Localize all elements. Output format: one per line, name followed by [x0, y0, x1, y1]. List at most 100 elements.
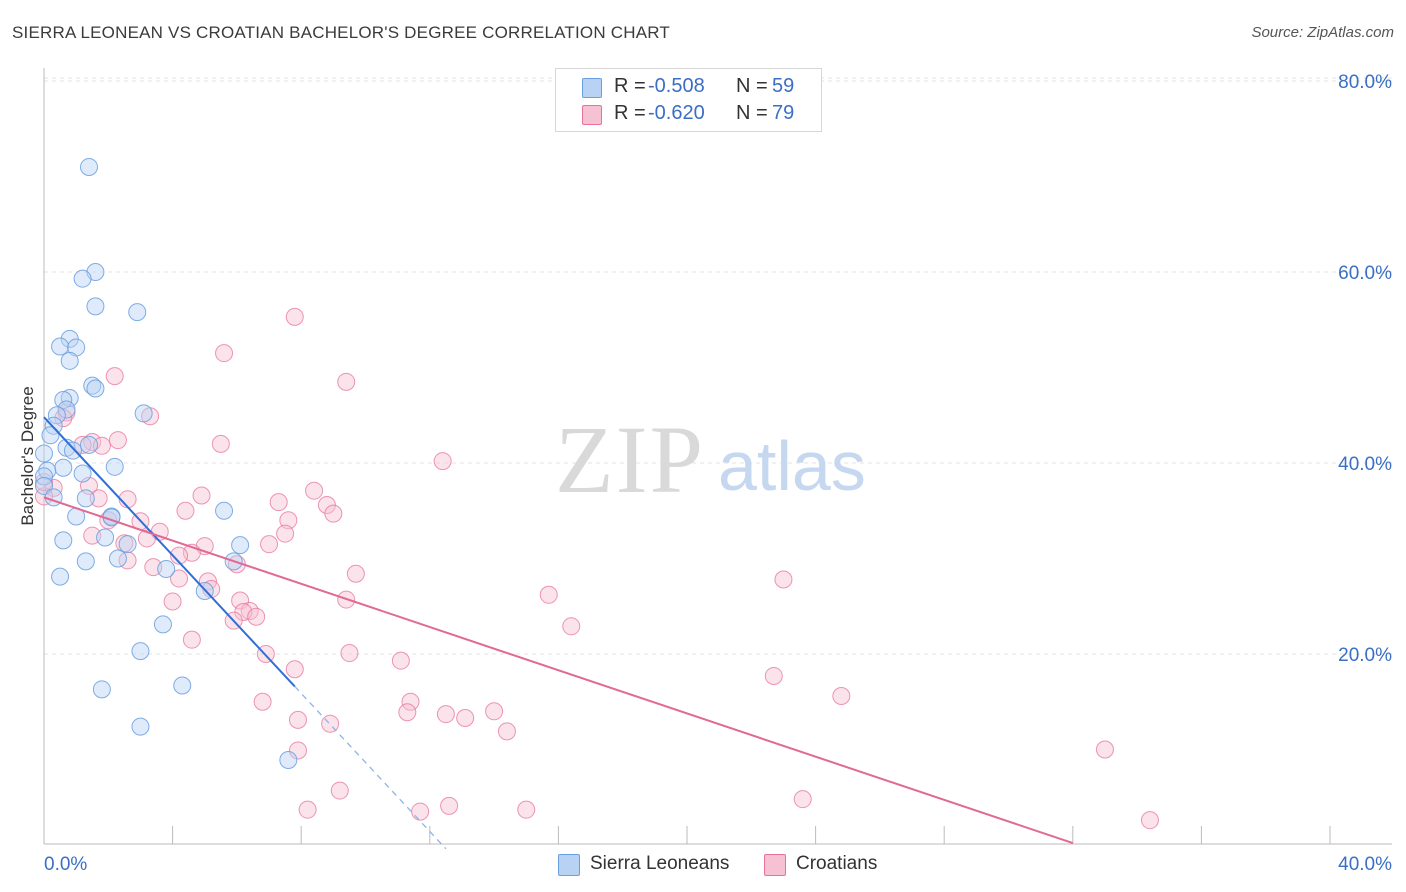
- legend-r-label: R =: [614, 102, 646, 124]
- data-point-croatians: [285, 307, 304, 326]
- x-tick-label: 0.0%: [44, 854, 87, 875]
- data-point-croatians: [35, 473, 53, 492]
- data-point-croatians: [832, 687, 851, 706]
- data-point-sierra-leoneans: [57, 400, 76, 419]
- data-point-sierra-leoneans: [38, 461, 57, 480]
- y-axis-label: Bachelor's Degree: [18, 386, 37, 526]
- trend-line-croatians: [43, 496, 1074, 845]
- data-point-sierra-leoneans: [35, 476, 53, 495]
- data-point-croatians: [288, 710, 307, 729]
- data-point-croatians: [105, 367, 124, 386]
- legend-n-label: N =: [736, 75, 768, 97]
- data-point-sierra-leoneans: [157, 560, 176, 579]
- data-point-croatians: [456, 708, 475, 727]
- data-point-croatians: [330, 781, 349, 800]
- trend-line-sierra-leoneans-extension: [294, 686, 447, 850]
- data-point-croatians: [398, 703, 417, 722]
- data-point-croatians: [247, 607, 266, 626]
- data-point-croatians: [793, 790, 812, 809]
- data-point-sierra-leoneans: [73, 464, 92, 483]
- data-point-croatians: [497, 722, 516, 741]
- data-point-sierra-leoneans: [60, 389, 79, 408]
- data-point-croatians: [1140, 811, 1159, 830]
- data-point-sierra-leoneans: [231, 536, 250, 555]
- data-point-croatians: [170, 546, 189, 565]
- data-point-croatians: [305, 481, 324, 500]
- data-point-sierra-leoneans: [128, 303, 147, 322]
- data-point-croatians: [391, 651, 410, 670]
- data-point-croatians: [324, 504, 343, 523]
- data-point-sierra-leoneans: [105, 457, 124, 476]
- data-point-croatians: [411, 802, 430, 821]
- data-point-sierra-leoneans: [76, 489, 95, 508]
- data-point-sierra-leoneans: [60, 351, 79, 370]
- data-point-croatians: [485, 702, 504, 721]
- data-point-sierra-leoneans: [118, 535, 137, 554]
- data-point-sierra-leoneans: [134, 404, 153, 423]
- data-point-sierra-leoneans: [35, 467, 53, 486]
- trend-lines: [43, 416, 1074, 850]
- y-tick-label: 40.0%: [1338, 454, 1392, 475]
- data-point-sierra-leoneans: [279, 751, 298, 770]
- data-point-sierra-leoneans: [131, 717, 150, 736]
- data-point-croatians: [340, 644, 359, 663]
- data-point-sierra-leoneans: [96, 528, 115, 547]
- data-point-croatians: [433, 452, 452, 471]
- legend-label: Croatians: [796, 853, 878, 874]
- data-point-sierra-leoneans: [51, 567, 70, 586]
- data-point-sierra-leoneans: [51, 337, 70, 356]
- data-point-croatians: [1095, 740, 1114, 759]
- data-point-croatians: [562, 617, 581, 636]
- data-point-sierra-leoneans: [86, 297, 105, 316]
- x-tick-label: 40.0%: [1338, 854, 1392, 875]
- tick-labels: 20.0% 40.0% 60.0% 80.0% 0.0% 40.0%: [44, 72, 1392, 875]
- data-point-sierra-leoneans: [73, 269, 92, 288]
- data-point-sierra-leoneans: [153, 615, 172, 634]
- watermark-atlas: atlas: [718, 427, 866, 505]
- data-point-croatians: [346, 564, 365, 583]
- legend-n-label: N =: [736, 102, 768, 124]
- data-point-sierra-leoneans: [131, 642, 150, 661]
- legend-label: Sierra Leoneans: [590, 853, 730, 874]
- data-point-croatians: [108, 431, 127, 450]
- data-point-croatians: [440, 796, 459, 815]
- data-point-croatians: [279, 511, 298, 530]
- legend-row-sierra-leoneans: R = -0.508 N = 59: [556, 74, 821, 100]
- legend-r-value: -0.508: [648, 75, 705, 97]
- data-point-sierra-leoneans: [76, 552, 95, 571]
- data-point-croatians: [163, 592, 182, 611]
- data-point-croatians: [260, 535, 279, 554]
- data-point-croatians: [35, 487, 53, 506]
- data-point-croatians: [401, 692, 420, 711]
- legend-n-value: 79: [772, 102, 795, 124]
- legend-n-value: 59: [772, 75, 795, 97]
- data-point-croatians: [337, 372, 356, 391]
- data-point-sierra-leoneans: [41, 426, 60, 445]
- data-point-croatians: [436, 705, 455, 724]
- chart-source: Source: ZipAtlas.com: [1251, 24, 1394, 41]
- axes: [43, 68, 1392, 845]
- legend-r-label: R =: [614, 75, 646, 97]
- data-point-croatians: [288, 741, 307, 760]
- y-tick-label: 80.0%: [1338, 72, 1392, 93]
- watermark-zip: ZIP: [555, 406, 705, 513]
- data-point-sierra-leoneans: [54, 458, 73, 477]
- y-tick-label: 60.0%: [1338, 263, 1392, 284]
- chart-title: SIERRA LEONEAN VS CROATIAN BACHELOR'S DE…: [12, 23, 671, 42]
- data-point-sierra-leoneans: [63, 441, 82, 460]
- data-point-croatians: [774, 570, 793, 589]
- data-point-sierra-leoneans: [47, 406, 66, 425]
- data-point-croatians: [321, 714, 340, 733]
- data-point-sierra-leoneans: [86, 379, 105, 398]
- data-point-croatians: [276, 524, 295, 543]
- data-point-sierra-leoneans: [80, 435, 99, 454]
- croatians-points: [35, 307, 1159, 830]
- data-point-croatians: [92, 436, 111, 455]
- data-point-sierra-leoneans: [83, 376, 102, 395]
- y-tick-label: 20.0%: [1338, 645, 1392, 666]
- data-point-croatians: [215, 344, 234, 363]
- legend-swatch-pink: [582, 105, 602, 125]
- data-point-croatians: [89, 489, 108, 508]
- data-point-sierra-leoneans: [215, 501, 234, 520]
